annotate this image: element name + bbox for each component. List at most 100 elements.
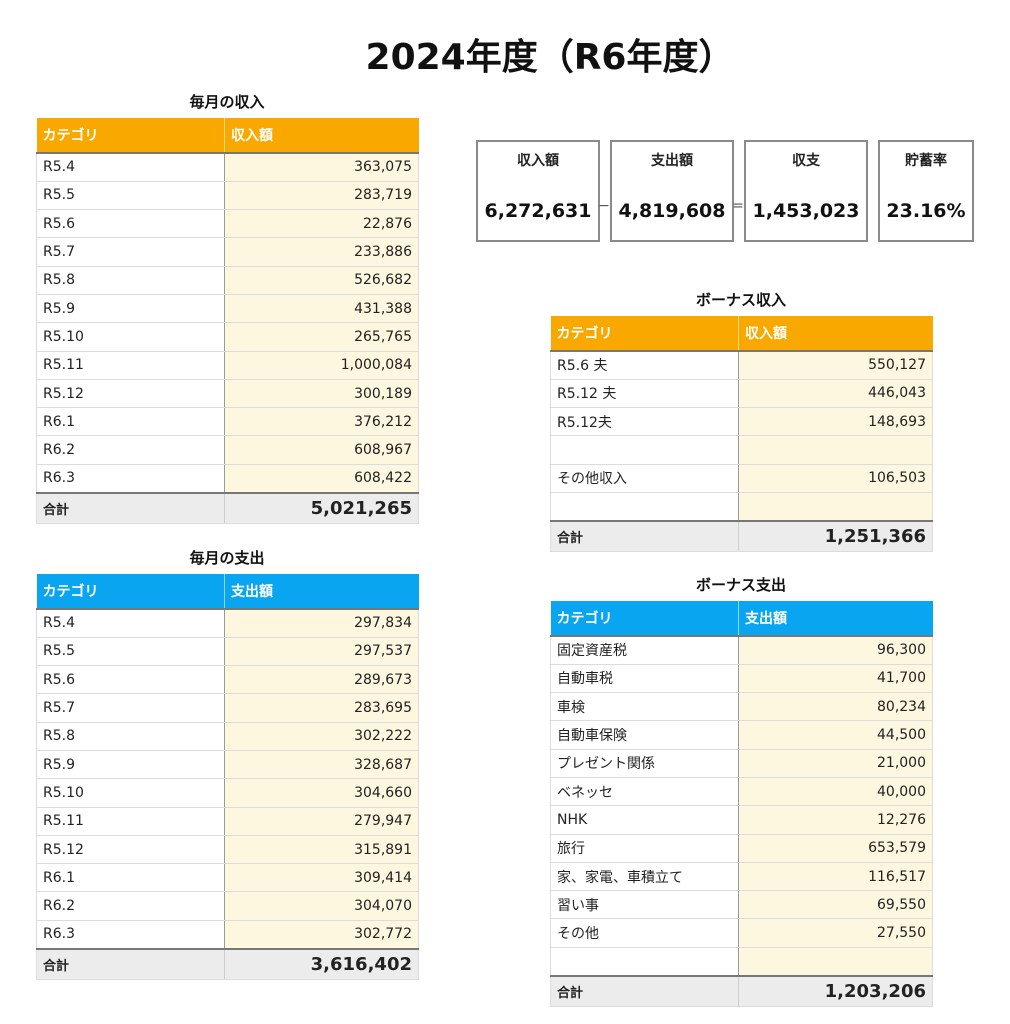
- total-value[interactable]: 3,616,402: [224, 947, 419, 981]
- amount-cell[interactable]: 289,673: [224, 665, 419, 695]
- total-value[interactable]: 1,203,206: [738, 974, 933, 1008]
- amount-cell[interactable]: [738, 947, 933, 977]
- amount-cell[interactable]: [738, 492, 933, 522]
- amount-cell[interactable]: 69,550: [738, 890, 933, 920]
- column-header-amount[interactable]: 支出額: [224, 574, 419, 609]
- total-value[interactable]: 5,021,265: [224, 491, 419, 525]
- amount-cell[interactable]: 106,503: [738, 464, 933, 493]
- column-header-amount[interactable]: 支出額: [738, 601, 933, 636]
- category-cell[interactable]: [550, 492, 739, 522]
- category-cell[interactable]: 旅行: [550, 834, 739, 863]
- category-cell[interactable]: R5.11: [36, 807, 225, 836]
- category-cell[interactable]: R5.12: [36, 379, 225, 409]
- category-cell[interactable]: R5.12夫: [550, 407, 739, 437]
- category-cell[interactable]: R5.10: [36, 322, 225, 352]
- category-cell[interactable]: 習い事: [550, 890, 739, 920]
- category-cell[interactable]: R5.8: [36, 722, 225, 751]
- amount-cell[interactable]: 526,682: [224, 266, 419, 295]
- category-cell[interactable]: R5.6: [36, 209, 225, 239]
- amount-cell[interactable]: 1,000,084: [224, 351, 419, 380]
- category-cell[interactable]: R6.2: [36, 891, 225, 921]
- amount-cell[interactable]: 40,000: [738, 777, 933, 807]
- amount-cell[interactable]: 283,719: [224, 181, 419, 211]
- column-header-category[interactable]: カテゴリ: [550, 601, 739, 636]
- category-cell[interactable]: 自動車税: [550, 664, 739, 694]
- amount-cell[interactable]: 116,517: [738, 862, 933, 892]
- amount-cell[interactable]: 297,834: [224, 607, 419, 638]
- amount-cell[interactable]: 279,947: [224, 807, 419, 836]
- column-header-amount[interactable]: 収入額: [224, 118, 419, 153]
- amount-cell[interactable]: [738, 435, 933, 465]
- category-cell[interactable]: R5.9: [36, 750, 225, 780]
- amount-cell[interactable]: 233,886: [224, 237, 419, 267]
- amount-cell[interactable]: 431,388: [224, 294, 419, 324]
- category-cell[interactable]: R5.6 夫: [550, 349, 739, 380]
- amount-cell[interactable]: 96,300: [738, 634, 933, 665]
- column-header-category[interactable]: カテゴリ: [36, 118, 225, 153]
- category-cell[interactable]: R5.12 夫: [550, 379, 739, 409]
- amount-cell[interactable]: 297,537: [224, 637, 419, 667]
- amount-cell[interactable]: 550,127: [738, 349, 933, 380]
- amount-cell[interactable]: 315,891: [224, 835, 419, 865]
- amount-cell[interactable]: 363,075: [224, 151, 419, 182]
- amount-cell[interactable]: 27,550: [738, 918, 933, 948]
- amount-cell[interactable]: 148,693: [738, 407, 933, 437]
- amount-cell[interactable]: 283,695: [224, 693, 419, 723]
- category-cell[interactable]: [550, 947, 739, 977]
- amount-cell[interactable]: 41,700: [738, 664, 933, 694]
- category-cell[interactable]: R5.5: [36, 181, 225, 211]
- category-cell[interactable]: R5.9: [36, 294, 225, 324]
- category-cell[interactable]: R6.3: [36, 920, 225, 950]
- amount-cell[interactable]: 300,189: [224, 379, 419, 409]
- total-label[interactable]: 合計: [36, 491, 225, 525]
- category-cell[interactable]: R6.1: [36, 863, 225, 893]
- category-cell[interactable]: R5.7: [36, 237, 225, 267]
- column-header-amount[interactable]: 収入額: [738, 316, 933, 351]
- column-header-category[interactable]: カテゴリ: [550, 316, 739, 351]
- total-label[interactable]: 合計: [36, 947, 225, 981]
- category-cell[interactable]: 自動車保険: [550, 720, 739, 750]
- amount-cell[interactable]: 653,579: [738, 834, 933, 863]
- column-header-category[interactable]: カテゴリ: [36, 574, 225, 609]
- category-cell[interactable]: R6.1: [36, 407, 225, 437]
- category-cell[interactable]: R5.10: [36, 778, 225, 808]
- amount-cell[interactable]: 44,500: [738, 720, 933, 750]
- category-cell[interactable]: R5.11: [36, 351, 225, 380]
- category-cell[interactable]: R5.5: [36, 637, 225, 667]
- amount-cell[interactable]: 22,876: [224, 209, 419, 239]
- total-label[interactable]: 合計: [550, 974, 739, 1008]
- amount-cell[interactable]: 376,212: [224, 407, 419, 437]
- category-cell[interactable]: R5.4: [36, 607, 225, 638]
- amount-cell[interactable]: 302,772: [224, 920, 419, 950]
- category-cell[interactable]: R5.7: [36, 693, 225, 723]
- category-cell[interactable]: R5.8: [36, 266, 225, 295]
- amount-cell[interactable]: 608,967: [224, 435, 419, 465]
- amount-cell[interactable]: 446,043: [738, 379, 933, 409]
- category-cell[interactable]: その他収入: [550, 464, 739, 493]
- category-cell[interactable]: [550, 435, 739, 465]
- category-cell[interactable]: R6.3: [36, 464, 225, 494]
- category-cell[interactable]: 家、家電、車積立て: [550, 862, 739, 892]
- category-cell[interactable]: ベネッセ: [550, 777, 739, 807]
- amount-cell[interactable]: 608,422: [224, 464, 419, 494]
- amount-cell[interactable]: 304,660: [224, 778, 419, 808]
- category-cell[interactable]: その他: [550, 918, 739, 948]
- category-cell[interactable]: R5.4: [36, 151, 225, 182]
- amount-cell[interactable]: 309,414: [224, 863, 419, 893]
- amount-cell[interactable]: 328,687: [224, 750, 419, 780]
- amount-cell[interactable]: 304,070: [224, 891, 419, 921]
- total-value[interactable]: 1,251,366: [738, 519, 933, 553]
- category-cell[interactable]: プレゼント関係: [550, 749, 739, 778]
- total-label[interactable]: 合計: [550, 519, 739, 553]
- amount-cell[interactable]: 80,234: [738, 692, 933, 722]
- amount-cell[interactable]: 12,276: [738, 805, 933, 835]
- category-cell[interactable]: 固定資産税: [550, 634, 739, 665]
- category-cell[interactable]: R6.2: [36, 435, 225, 465]
- category-cell[interactable]: R5.6: [36, 665, 225, 695]
- category-cell[interactable]: 車検: [550, 692, 739, 722]
- category-cell[interactable]: NHK: [550, 805, 739, 835]
- amount-cell[interactable]: 302,222: [224, 722, 419, 751]
- amount-cell[interactable]: 21,000: [738, 749, 933, 778]
- category-cell[interactable]: R5.12: [36, 835, 225, 865]
- amount-cell[interactable]: 265,765: [224, 322, 419, 352]
